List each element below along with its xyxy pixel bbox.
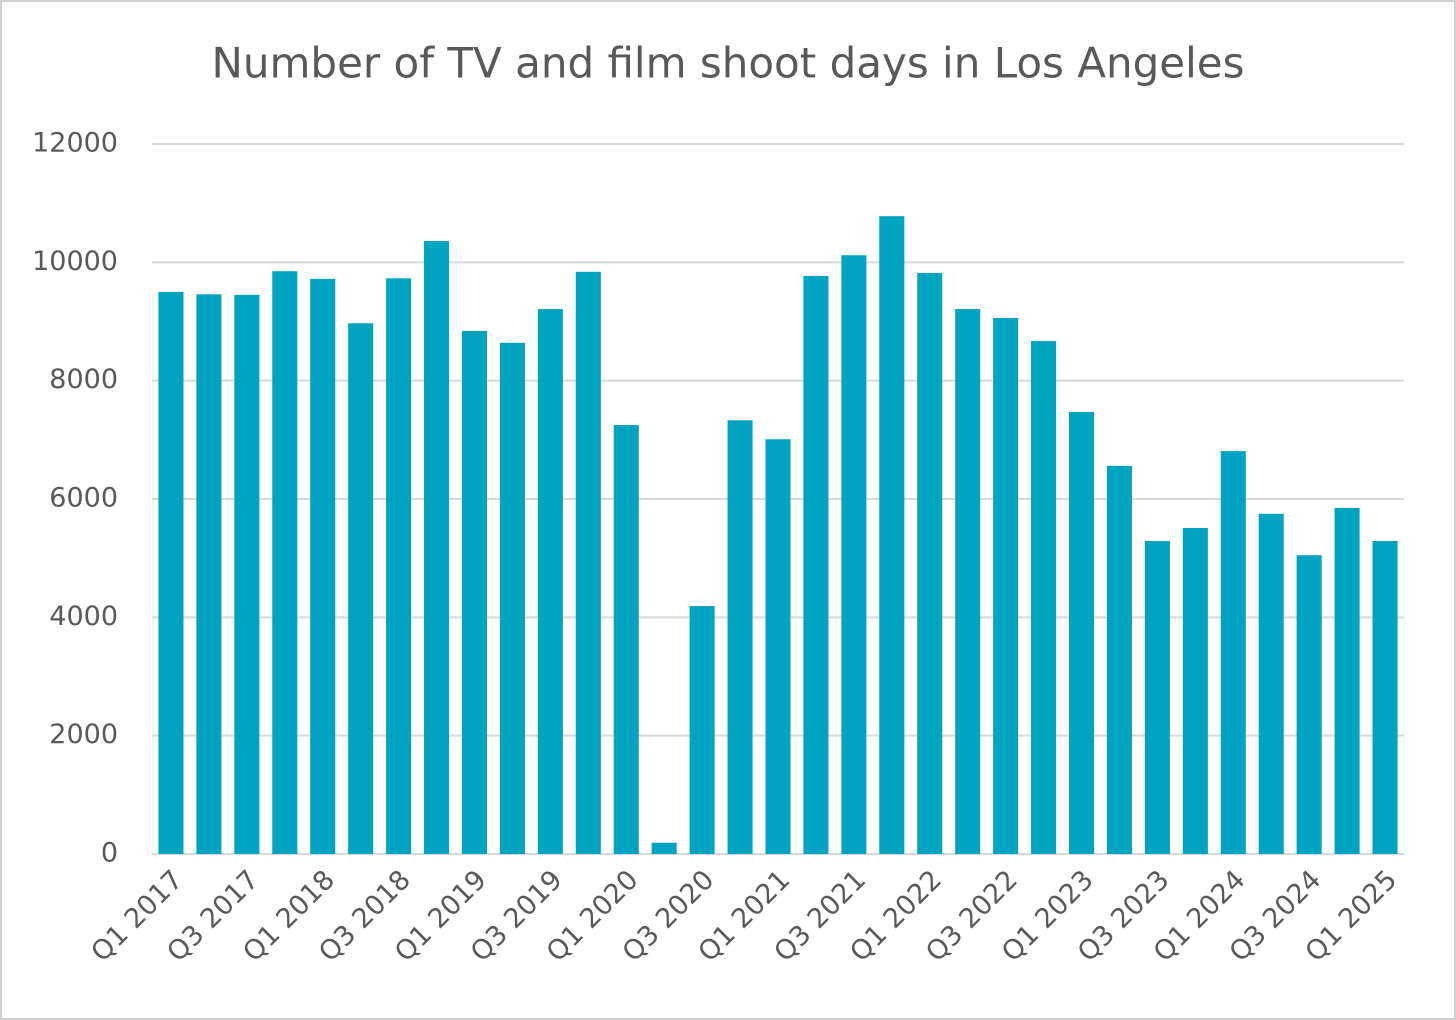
bar — [917, 272, 943, 854]
y-tick-label: 12000 — [32, 128, 118, 159]
bar — [1031, 341, 1057, 854]
y-tick-label: 8000 — [49, 364, 118, 395]
bar — [1372, 541, 1398, 854]
bar — [575, 271, 601, 854]
bar — [196, 294, 222, 854]
chart-title: Number of TV and film shoot days in Los … — [211, 39, 1244, 88]
bar — [158, 291, 184, 855]
bar — [651, 842, 677, 854]
bar — [1258, 513, 1284, 854]
bar — [613, 425, 639, 854]
bar — [1068, 412, 1095, 854]
bar — [1220, 451, 1246, 854]
bar — [879, 216, 905, 854]
bar — [272, 271, 298, 854]
bar — [1334, 507, 1360, 854]
bar — [310, 278, 336, 854]
bar — [386, 278, 412, 854]
y-tick-label: 2000 — [49, 719, 118, 750]
bar — [1296, 555, 1322, 854]
bar — [689, 606, 715, 854]
bar — [803, 275, 829, 855]
bar — [234, 294, 260, 854]
bar — [1106, 465, 1132, 854]
bar — [1182, 527, 1208, 854]
y-tick-label: 6000 — [49, 483, 118, 514]
y-tick-label: 0 — [101, 838, 118, 869]
bar — [841, 255, 867, 854]
bar — [1144, 541, 1170, 854]
bar — [348, 323, 374, 854]
bar — [955, 309, 981, 854]
bar — [424, 241, 450, 855]
y-tick-label: 10000 — [32, 246, 118, 277]
bar — [993, 317, 1019, 854]
bar — [765, 439, 791, 854]
bar — [727, 420, 753, 854]
y-tick-label: 4000 — [49, 601, 118, 632]
bar — [461, 330, 488, 854]
bar — [499, 342, 525, 854]
bar — [537, 309, 563, 854]
